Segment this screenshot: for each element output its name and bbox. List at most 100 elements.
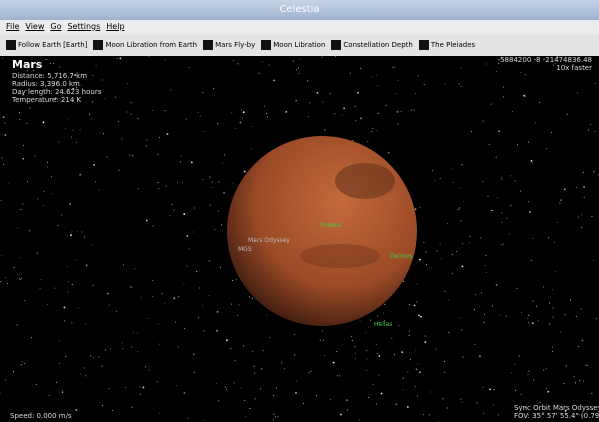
- star: [23, 299, 25, 301]
- star: [71, 136, 73, 138]
- star: [19, 279, 21, 281]
- toolbar-button[interactable]: Follow Earth [Earth]: [6, 34, 87, 56]
- star: [354, 346, 356, 348]
- star: [13, 371, 15, 373]
- star: [439, 242, 441, 244]
- star: [528, 314, 530, 316]
- star: [578, 413, 580, 415]
- star: [484, 313, 486, 315]
- star: [539, 401, 541, 403]
- star: [209, 204, 211, 206]
- star: [322, 101, 324, 103]
- star: [321, 330, 323, 332]
- star: [514, 363, 516, 365]
- star: [254, 372, 256, 374]
- star: [17, 273, 19, 275]
- star: [452, 273, 454, 275]
- star: [54, 287, 56, 289]
- star: [538, 101, 540, 103]
- star: [131, 406, 133, 408]
- menu-item[interactable]: Go: [50, 22, 62, 31]
- star: [393, 354, 395, 356]
- star: [43, 204, 45, 206]
- star: [323, 129, 325, 131]
- star: [495, 71, 497, 73]
- star: [488, 144, 490, 146]
- star: [80, 373, 82, 375]
- star: [520, 71, 522, 73]
- star: [479, 355, 481, 358]
- star: [110, 348, 112, 350]
- toolbar-button[interactable]: Mars Fly-by: [203, 34, 255, 56]
- star: [252, 351, 254, 353]
- icon: [418, 40, 429, 50]
- star: [275, 387, 277, 389]
- toolbar-button[interactable]: Constellation Depth: [331, 34, 413, 56]
- star: [456, 251, 458, 253]
- star: [346, 409, 348, 411]
- star: [134, 268, 136, 270]
- star: [589, 123, 591, 125]
- toolbar-button[interactable]: Moon Libration: [261, 34, 325, 56]
- star: [532, 237, 534, 239]
- star: [171, 203, 173, 205]
- star: [593, 259, 595, 261]
- star: [5, 276, 7, 278]
- star: [531, 322, 534, 325]
- star: [378, 322, 380, 324]
- star: [350, 335, 352, 337]
- star: [462, 356, 464, 358]
- menu-item[interactable]: View: [25, 22, 45, 31]
- star: [158, 137, 160, 139]
- star: [460, 67, 462, 69]
- star: [406, 406, 409, 408]
- star: [482, 386, 484, 388]
- star: [485, 272, 487, 274]
- star: [559, 202, 561, 204]
- star: [460, 220, 462, 222]
- object-label: Deimos: [390, 253, 413, 260]
- star: [321, 56, 323, 58]
- star: [343, 107, 346, 110]
- star: [145, 219, 148, 222]
- star: [415, 349, 417, 351]
- star: [563, 383, 565, 385]
- star: [461, 401, 463, 403]
- star: [197, 317, 199, 319]
- star: [178, 296, 180, 298]
- icon: [6, 40, 16, 50]
- star: [50, 176, 52, 178]
- star: [166, 133, 169, 135]
- star: [92, 284, 94, 286]
- star: [371, 76, 373, 78]
- menu-item[interactable]: Help: [106, 22, 125, 31]
- star: [137, 351, 139, 353]
- star: [217, 210, 219, 212]
- star: [528, 370, 530, 372]
- star: [20, 209, 22, 211]
- star: [281, 362, 283, 364]
- menu-item[interactable]: File: [6, 22, 20, 31]
- info-line: Temperature: 214 K: [11, 96, 82, 104]
- star: [187, 417, 189, 419]
- star: [64, 320, 66, 322]
- icon: [331, 40, 342, 50]
- toolbar-button[interactable]: Moon Libration from Earth: [93, 34, 197, 56]
- star: [152, 109, 154, 111]
- spacecraft-label: Mars Odyssey: [248, 237, 290, 244]
- star: [104, 98, 106, 100]
- star: [500, 177, 502, 179]
- star: [224, 154, 226, 156]
- star: [103, 133, 105, 135]
- star: [531, 162, 533, 164]
- menu-item[interactable]: Settings: [67, 22, 101, 31]
- toolbar-button[interactable]: The Pleiades: [418, 34, 475, 56]
- star: [40, 278, 42, 280]
- status-line: -5884200 -8 -21474836.48: [498, 56, 592, 64]
- star: [62, 392, 64, 394]
- star: [47, 303, 49, 305]
- star: [0, 199, 2, 201]
- star: [319, 339, 321, 341]
- star: [139, 386, 141, 388]
